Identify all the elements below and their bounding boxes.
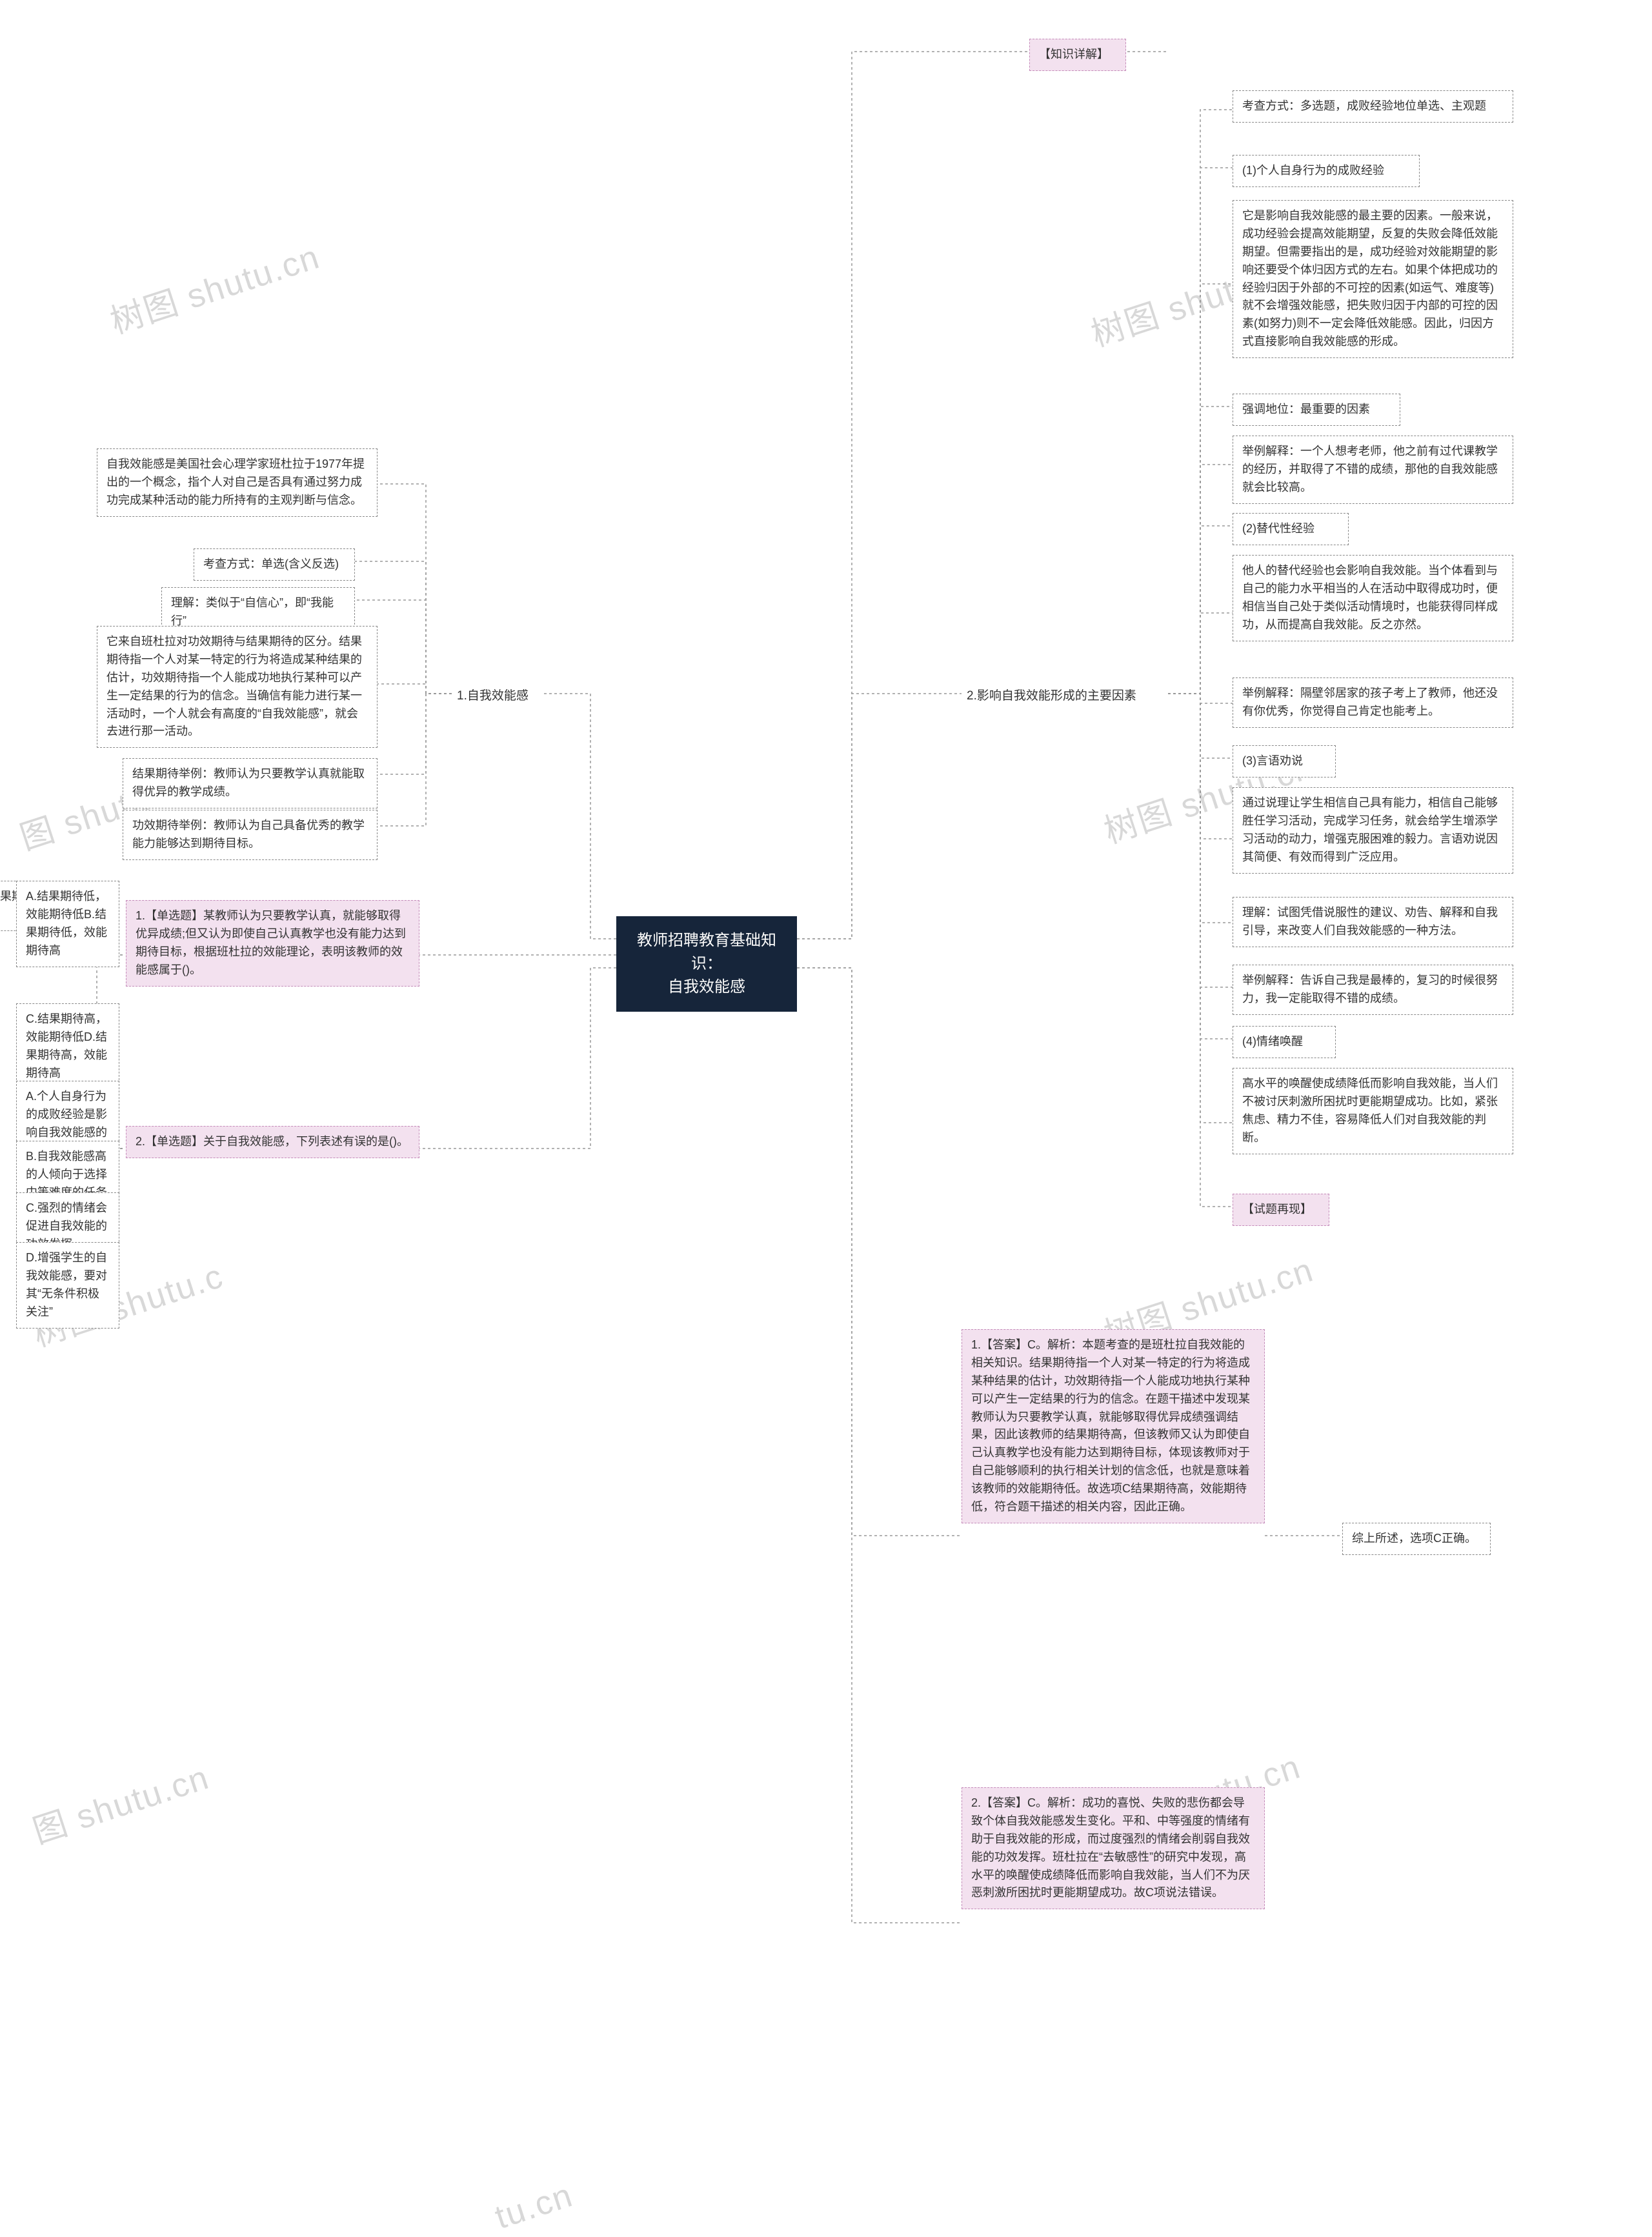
r-f3-understand: 理解：试图凭借说服性的建议、劝告、解释和自我引导，来改变人们自我效能感的一种方法… [1233, 897, 1513, 947]
r-f1-title: (1)个人自身行为的成败经验 [1233, 155, 1420, 187]
leaf-origin: 它来自班杜拉对功效期待与结果期待的区分。结果期待指一个人对某一特定的行为将造成某… [97, 626, 378, 748]
leaf-efficacy-example: 功效期待举例：教师认为自己具备优秀的教学能力能够达到期待目标。 [123, 810, 378, 860]
knowledge-header: 【知识详解】 [1029, 39, 1126, 71]
r-f3-title: (3)言语劝说 [1233, 745, 1336, 777]
r-f3-example: 举例解释：告诉自己我是最棒的，复习的时候很努力，我一定能取得不错的成绩。 [1233, 965, 1513, 1015]
r-f2-body: 他人的替代经验也会影响自我效能。当个体看到与自己的能力水平相当的人在活动中取得成… [1233, 555, 1513, 641]
leaf-exam-mode: 考查方式：单选(含义反选) [194, 548, 355, 581]
r-f1-example: 举例解释：一个人想考老师，他之前有过代课教学的经历，并取得了不错的成绩，那他的自… [1233, 436, 1513, 504]
leaf-result-example: 结果期待举例：教师认为只要教学认真就能取得优异的教学成绩。 [123, 758, 378, 808]
r-f3-body: 通过说理让学生相信自己具有能力，相信自己能够胜任学习活动，完成学习任务，就会给学… [1233, 787, 1513, 874]
r-f1-position: 强调地位：最重要的因素 [1233, 394, 1400, 426]
r-f1-body: 它是影响自我效能感的最主要的因素。一般来说，成功经验会提高效能期望，反复的失败会… [1233, 200, 1513, 358]
r-f2-example: 举例解释：隔壁邻居家的孩子考上了教师，他还没有你优秀，你觉得自己肯定也能考上。 [1233, 677, 1513, 728]
root-line2: 自我效能感 [632, 976, 781, 999]
watermark: 树图 shutu.cn [103, 230, 325, 343]
root-line1: 教师招聘教育基础知识： [632, 929, 781, 976]
q2-option-d: D.增强学生的自我效能感，要对其“无条件积极关注” [16, 1242, 119, 1329]
q1-option-cd-box: C.结果期待高，效能期待低D.结果期待高，效能期待高 [16, 1003, 119, 1090]
q1-option-ab-box: A.结果期待低，效能期待低B.结果期待低，效能期待高 [16, 881, 119, 967]
question-2: 2.【单选题】关于自我效能感，下列表述有误的是()。 [126, 1126, 419, 1158]
answer-1: 1.【答案】C。解析：本题考查的是班杜拉自我效能的相关知识。结果期待指一个人对某… [962, 1329, 1265, 1523]
watermark: 图 shutu.cn [26, 1750, 214, 1853]
q1-option-ab-text: A.结果期待低，效能期待低B.结果期待低，效能期待高 [26, 890, 107, 957]
answer-2: 2.【答案】C。解析：成功的喜悦、失败的悲伤都会导致个体自我效能感发生变化。平和… [962, 1787, 1265, 1909]
branch-2-label: 2.影响自我效能形成的主要因素 [962, 684, 1142, 708]
watermark: tu.cn [490, 2176, 578, 2237]
leaf-intro: 自我效能感是美国社会心理学家班杜拉于1977年提出的一个概念，指个人对自己是否具… [97, 448, 378, 517]
answer-1-tail: 综上所述，选项C正确。 [1342, 1523, 1491, 1555]
r-f2-title: (2)替代性经验 [1233, 513, 1349, 545]
r-exam-mode: 考查方式：多选题，成败经验地位单选、主观题 [1233, 90, 1513, 123]
r-f4-title: (4)情绪唤醒 [1233, 1026, 1336, 1058]
branch-1-label: 1.自我效能感 [452, 684, 534, 708]
q1-option-cd-text: C.结果期待高，效能期待低D.结果期待高，效能期待高 [26, 1012, 107, 1079]
r-f4-body: 高水平的唤醒使成绩降低而影响自我效能，当人们不被讨厌刺激所困扰时更能期望成功。比… [1233, 1068, 1513, 1154]
question-footer: 【试题再现】 [1233, 1194, 1329, 1226]
question-1: 1.【单选题】某教师认为只要教学认真，就能够取得优异成绩;但又认为即使自己认真教… [126, 900, 419, 987]
root-node: 教师招聘教育基础知识： 自我效能感 [616, 916, 797, 1012]
